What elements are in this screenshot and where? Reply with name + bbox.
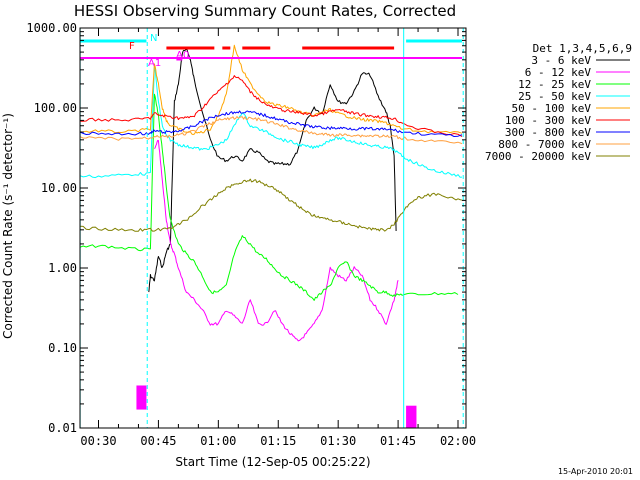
legend-label-8: 7000 - 20000 keV bbox=[485, 150, 591, 163]
state-label-A0: A0 bbox=[176, 50, 189, 61]
legend-label-4: 50 - 100 keV bbox=[512, 102, 592, 115]
y-tick-label-3: 10.00 bbox=[41, 181, 77, 195]
series-group bbox=[80, 44, 463, 342]
series-line-6 bbox=[80, 110, 463, 137]
series-line-3 bbox=[80, 64, 463, 179]
state-label-F: F bbox=[129, 41, 135, 52]
series-line-2 bbox=[80, 93, 459, 301]
attenuator-block-1 bbox=[406, 405, 417, 428]
series-line-0 bbox=[148, 49, 397, 293]
x-tick-label-1: 00:45 bbox=[140, 434, 176, 448]
legend-label-7: 800 - 7000 keV bbox=[498, 138, 591, 151]
state-vertical-lines bbox=[79, 28, 464, 428]
series-line-4 bbox=[80, 44, 463, 136]
footer-timestamp: 15-Apr-2010 20:01 bbox=[558, 467, 633, 476]
x-axis: 00:30 00:45 01:00 01:15 01:30 01:45 02:00 bbox=[80, 28, 476, 448]
y-tick-label-4: 100.00 bbox=[34, 101, 77, 115]
x-tick-label-0: 00:30 bbox=[80, 434, 116, 448]
legend-label-5: 100 - 300 keV bbox=[505, 114, 591, 127]
y-tick-label-1: 0.10 bbox=[48, 341, 77, 355]
legend-label-2: 12 - 25 keV bbox=[518, 78, 591, 91]
y-axis-label: Corrected Count Rate (s⁻¹ detector⁻¹) bbox=[1, 113, 15, 339]
attenuator-block-0 bbox=[136, 385, 147, 410]
legend-label-1: 6 - 12 keV bbox=[525, 66, 592, 79]
y-tick-label-2: 1.00 bbox=[48, 261, 77, 275]
legend-label-3: 25 - 50 keV bbox=[518, 90, 591, 103]
legend-label-6: 300 - 800 keV bbox=[505, 126, 591, 139]
x-tick-label-3: 01:15 bbox=[260, 434, 296, 448]
y-tick-label-5: 1000.00 bbox=[26, 21, 77, 35]
x-tick-label-6: 02:00 bbox=[440, 434, 476, 448]
series-line-7 bbox=[80, 116, 463, 145]
x-tick-label-4: 01:30 bbox=[320, 434, 356, 448]
legend-label-0: 3 - 6 keV bbox=[531, 54, 591, 67]
legend-title: Det 1,3,4,5,6,9 bbox=[533, 42, 632, 55]
y-tick-label-0: 0.01 bbox=[48, 421, 77, 435]
series-line-5 bbox=[80, 75, 463, 138]
state-label-A1: A1 bbox=[148, 58, 161, 69]
x-tick-label-5: 01:45 bbox=[380, 434, 416, 448]
series-line-8 bbox=[80, 178, 463, 232]
x-tick-label-2: 01:00 bbox=[200, 434, 236, 448]
attenuator-blocks bbox=[136, 385, 417, 428]
series-line-1 bbox=[154, 139, 399, 342]
plot-frame bbox=[79, 27, 467, 429]
chart-title: HESSI Observing Summary Count Rates, Cor… bbox=[74, 2, 456, 20]
state-label-N: N bbox=[150, 33, 157, 44]
state-bars: N F A0 A1 bbox=[80, 33, 463, 69]
x-axis-label: Start Time (12-Sep-05 00:25:22) bbox=[175, 455, 370, 469]
y-axis: 0.01 0.10 1.00 10.00 100.00 1000.00 bbox=[26, 21, 466, 435]
